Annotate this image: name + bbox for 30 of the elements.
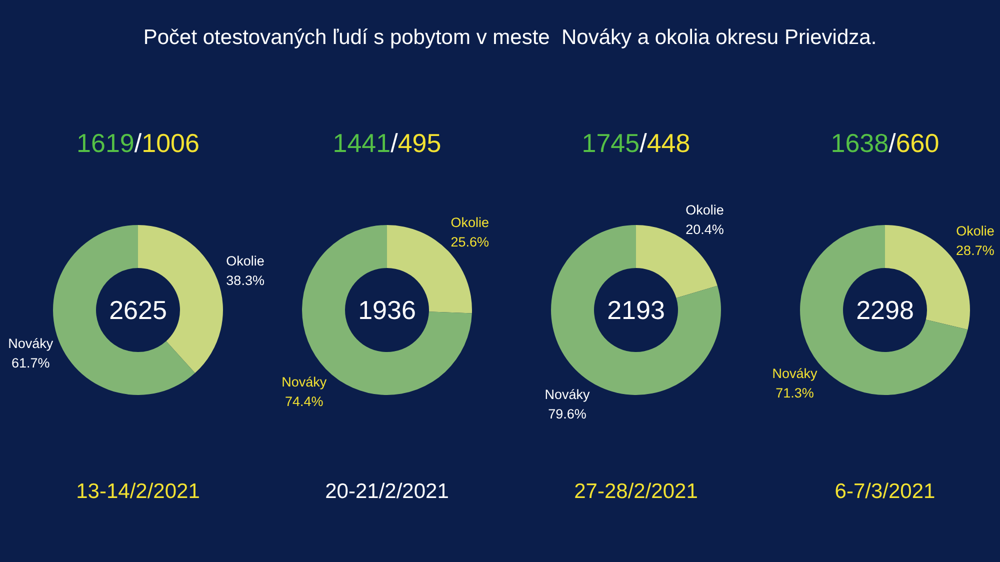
chart-title: 1638/660 bbox=[830, 128, 940, 158]
data-label: 61.7% bbox=[12, 356, 50, 371]
slice-label: Okolie bbox=[226, 253, 264, 268]
slice-label: Nováky bbox=[772, 366, 818, 381]
slice-label: Nováky bbox=[544, 386, 590, 402]
data-label: 71.3% bbox=[776, 386, 814, 401]
data-label: 74.4% bbox=[285, 394, 324, 409]
text: 2298 bbox=[855, 294, 915, 327]
data-label: 79.6% bbox=[548, 406, 586, 422]
text: 20-21/2/2021 bbox=[324, 479, 450, 505]
text: Počet otestovaných ľudí s pobytom v meste Nováky a okolia okresu Prievidza. bbox=[142, 25, 878, 51]
text: 1936 bbox=[357, 294, 417, 327]
slice-label: Okolie bbox=[450, 214, 489, 230]
data-label: 20.4% bbox=[686, 222, 724, 238]
slice-label: Nováky bbox=[8, 336, 54, 351]
text: 2625 bbox=[108, 294, 168, 327]
data-label: 28.7% bbox=[956, 242, 994, 258]
slice-label: Okolie bbox=[956, 223, 994, 238]
text: 6-7/3/2021 bbox=[834, 479, 936, 505]
text: 2193 bbox=[606, 294, 666, 327]
chart-title: 1441/495 bbox=[332, 128, 442, 158]
chart-title: 1619/1006 bbox=[76, 128, 200, 158]
slice-label: Nováky bbox=[282, 374, 327, 390]
chart-title: 1745/448 bbox=[582, 128, 690, 158]
slice-label: Okolie bbox=[686, 202, 724, 218]
data-label: 38.3% bbox=[226, 272, 264, 288]
donut-slice bbox=[53, 225, 196, 395]
text: 27-28/2/2021 bbox=[573, 479, 699, 505]
data-label: 25.6% bbox=[450, 234, 489, 250]
text: 13-14/2/2021 bbox=[75, 479, 201, 505]
